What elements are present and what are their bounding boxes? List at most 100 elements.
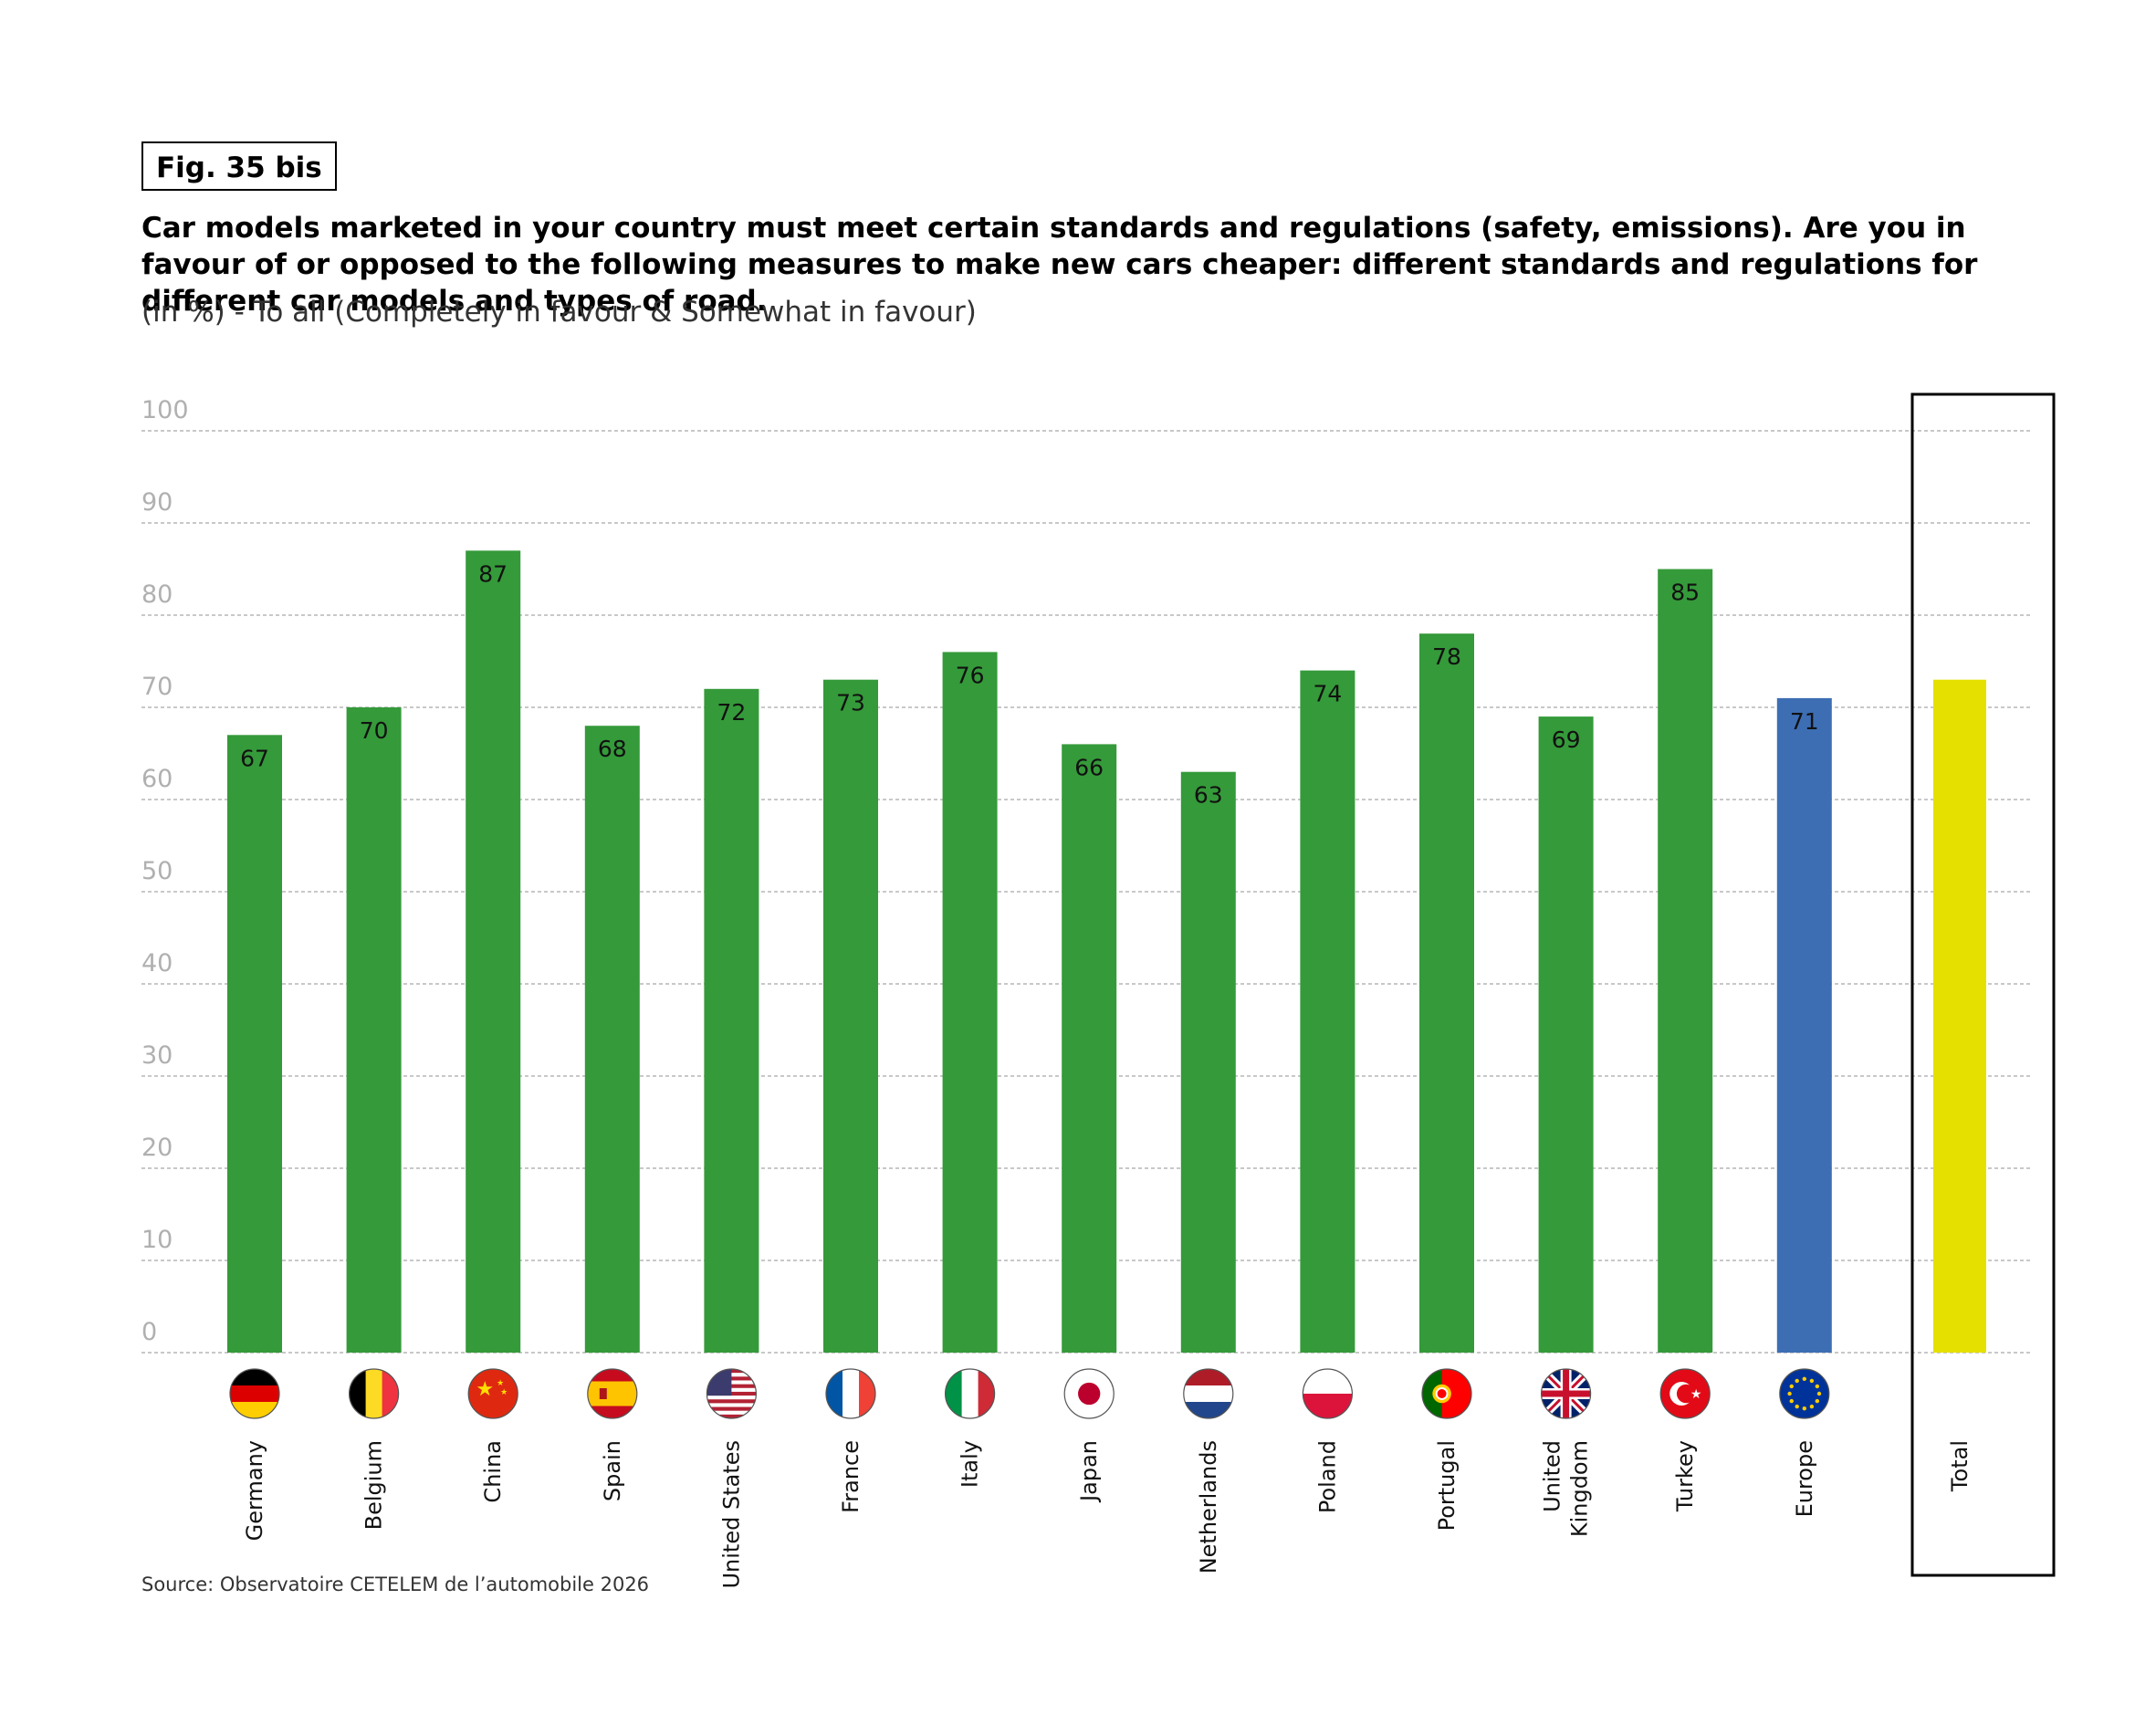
france-flag-icon	[826, 1369, 875, 1418]
flag-outline	[229, 1368, 280, 1419]
spain-flag-icon	[587, 1369, 637, 1418]
flag-outline	[587, 1368, 638, 1419]
bar-poland	[1300, 670, 1355, 1353]
x-label-line: Poland	[1314, 1440, 1340, 1513]
bar-portugal	[1419, 633, 1474, 1353]
x-label-line: China	[480, 1440, 506, 1503]
bar-france	[823, 679, 878, 1353]
chart-title: Car models marketed in your country must…	[141, 212, 1978, 318]
value-label-poland: 74	[1313, 681, 1342, 707]
x-label-line: Portugal	[1434, 1440, 1460, 1531]
value-label-japan: 66	[1074, 754, 1104, 780]
y-tick-label: 50	[141, 857, 173, 885]
x-axis-labels: Germany Belgium China Spain United States Fra…	[242, 1440, 1973, 1589]
x-label-china: China	[480, 1440, 506, 1503]
x-label-belgium: Belgium	[361, 1440, 387, 1530]
y-tick-label: 70	[141, 673, 173, 701]
flag-outline	[825, 1368, 876, 1419]
value-label-china: 87	[478, 560, 508, 587]
x-label-line: France	[838, 1440, 863, 1513]
x-label-line: United	[1540, 1440, 1565, 1512]
x-label-germany: Germany	[242, 1440, 267, 1541]
flag-outline	[944, 1368, 996, 1419]
x-label-line: Netherlands	[1196, 1440, 1221, 1573]
x-label-line: United States	[718, 1440, 744, 1589]
flag-outline	[467, 1368, 518, 1419]
bar-united-states	[704, 688, 759, 1353]
value-label-spain: 68	[598, 736, 627, 762]
x-label-portugal: Portugal	[1434, 1440, 1460, 1531]
value-label-netherlands: 63	[1194, 782, 1223, 809]
y-tick-label: 60	[141, 765, 173, 793]
value-label-united-kingdom: 69	[1552, 727, 1581, 753]
x-label-spain: Spain	[600, 1440, 625, 1501]
flag-outline	[1302, 1368, 1354, 1419]
bars	[227, 550, 1986, 1353]
flag-outline	[1779, 1368, 1830, 1419]
portugal-flag-icon	[1422, 1369, 1471, 1418]
europe-flag-icon	[1779, 1369, 1829, 1418]
x-label-united-states: United States	[718, 1440, 744, 1589]
x-label-united-kingdom: United Kingdom	[1540, 1440, 1593, 1537]
value-label-belgium: 70	[360, 717, 389, 744]
value-label-italy: 76	[956, 662, 985, 688]
grid-lines	[141, 430, 2031, 1354]
y-tick-label: 80	[141, 580, 173, 609]
svg-text:★: ★	[497, 1379, 504, 1388]
svg-text:★: ★	[476, 1378, 494, 1401]
y-tick-label: 20	[141, 1134, 173, 1162]
value-label-portugal: 78	[1432, 643, 1461, 670]
flag-outline	[706, 1368, 758, 1419]
bar-china	[466, 550, 521, 1353]
italy-flag-icon	[945, 1369, 995, 1418]
value-label-united-states: 72	[717, 699, 746, 726]
y-tick-label: 0	[141, 1318, 157, 1346]
japan-flag-icon	[1064, 1369, 1115, 1418]
turkey-flag-icon: ★	[1660, 1369, 1711, 1418]
germany-flag-icon	[230, 1369, 279, 1418]
bar-total	[1933, 679, 1986, 1353]
x-label-netherlands: Netherlands	[1196, 1440, 1221, 1573]
y-tick-label: 10	[141, 1226, 173, 1254]
y-axis-ticks: 0 10 20 30 40 50 60 70 80 90 100	[141, 396, 189, 1346]
x-label-turkey: Turkey	[1672, 1440, 1698, 1512]
bar-europe	[1776, 697, 1832, 1353]
flag-outline	[349, 1368, 400, 1419]
bar-netherlands	[1180, 771, 1236, 1353]
flag-outline	[1540, 1368, 1592, 1419]
svg-text:★: ★	[1690, 1387, 1702, 1402]
flag-outline	[1183, 1368, 1234, 1419]
y-tick-label: 100	[141, 396, 189, 424]
bar-turkey	[1658, 569, 1713, 1353]
svg-text:★: ★	[500, 1388, 508, 1397]
y-tick-label: 30	[141, 1041, 173, 1070]
x-label-europe: Europe	[1792, 1440, 1817, 1517]
x-label-poland: Poland	[1314, 1440, 1340, 1513]
chart-subtitle: (in %) - To all (Completely in favour & …	[141, 296, 977, 329]
flags: ★ ★★ ★	[229, 1368, 1830, 1419]
x-label-line: Japan	[1076, 1440, 1102, 1503]
x-label-total: Total	[1947, 1440, 1973, 1492]
bar-spain	[584, 726, 640, 1353]
x-label-line: Spain	[600, 1440, 625, 1501]
x-label-line: Germany	[242, 1440, 267, 1541]
y-tick-label: 40	[141, 949, 173, 978]
y-tick-label: 90	[141, 488, 173, 517]
flag-outline	[1063, 1368, 1115, 1419]
belgium-flag-icon	[349, 1369, 399, 1418]
value-label-europe: 71	[1790, 708, 1819, 735]
netherlands-flag-icon	[1183, 1369, 1233, 1418]
x-label-line: Italy	[958, 1440, 983, 1488]
bar-belgium	[346, 707, 402, 1353]
figure-label: Fig. 35 bis	[141, 141, 337, 191]
x-label-line: Kingdom	[1567, 1440, 1593, 1537]
x-label-line: Total	[1947, 1440, 1973, 1492]
total-highlight-box	[1910, 392, 2056, 1577]
value-labels: 67 70 87 68 72 73 76 66 63 74 78 69 85 71	[240, 560, 1819, 808]
x-label-line: Belgium	[361, 1440, 387, 1530]
china-flag-icon: ★ ★★	[468, 1369, 518, 1418]
source-note: Source: Observatoire CETELEM de l’automo…	[141, 1573, 650, 1595]
value-label-france: 73	[836, 690, 865, 716]
flag-outline	[1659, 1368, 1711, 1419]
